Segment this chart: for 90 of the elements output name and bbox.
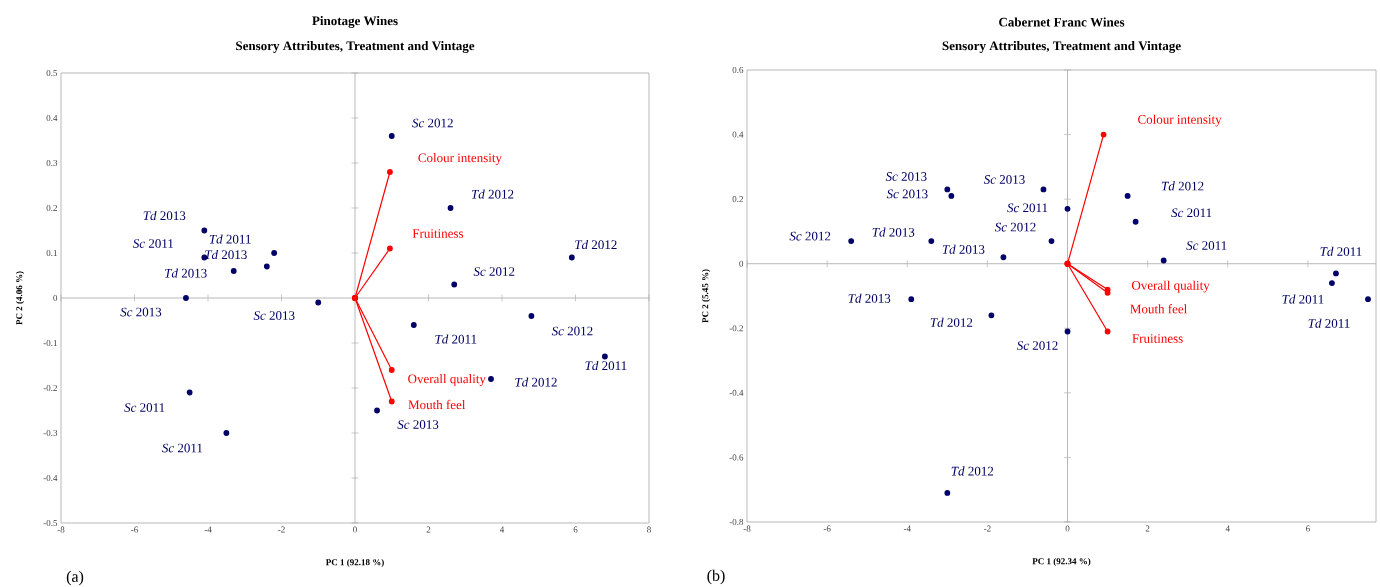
x-tick-label: -4 [204, 526, 212, 533]
x-axis-title: PC 1 (92.18 %) [325, 558, 384, 568]
y-tick-label: -0.1 [43, 339, 57, 347]
x-tick-label: 2 [426, 526, 431, 533]
y-axis-title: PC 2 (4.06 %) [15, 271, 25, 325]
annotation: Td 2013 [205, 249, 247, 260]
annotation: Td 2011 [435, 334, 477, 344]
y-tick-label: 0.5 [46, 69, 58, 77]
annotation: Td 2011 [1308, 318, 1350, 328]
x-axis-title: PC 1 (92.34 %) [1032, 557, 1091, 567]
y-tick-label: -0.5 [43, 519, 58, 527]
annotation: Td 2012 [1161, 181, 1204, 191]
annotation: Sc 2011 [1007, 203, 1048, 213]
annotation: Overall quality [408, 374, 486, 386]
y-tick-label: -0.3 [43, 429, 58, 437]
annotation: Td 2013 [165, 268, 207, 278]
annotation: Mouth feel [1130, 304, 1188, 314]
annotation: Fruitiness [1132, 334, 1183, 343]
y-tick-label: 0.4 [732, 131, 744, 138]
annotation: Td 2012 [515, 377, 557, 387]
y-tick-label: -0.4 [43, 474, 58, 482]
annotation: Td 2011 [1320, 246, 1362, 256]
annotation: Sc 2011 [132, 239, 174, 248]
annotation: Mouth feel [408, 399, 466, 410]
x-tick-label: -2 [278, 526, 285, 533]
annotation: Td 2012 [930, 317, 973, 327]
x-tick-label: -8 [57, 526, 65, 533]
annotation: Sc 2012 [1016, 341, 1058, 350]
x-tick-label: 8 [647, 526, 651, 533]
y-tick-label: 0.2 [46, 204, 57, 212]
y-tick-label: -0.4 [729, 389, 744, 396]
chart-title: Pinotage Wines [312, 16, 398, 28]
x-tick-label: 2 [1145, 525, 1150, 532]
chart-subtitle: Sensory Attributes, Treatment and Vintage [236, 41, 475, 53]
annotation: Sc 2011 [162, 443, 203, 453]
y-tick-label: 0 [739, 260, 744, 267]
annotation: Sc 2011 [124, 403, 165, 412]
annotation: Td 2012 [575, 239, 617, 250]
annotation: Sc 2013 [253, 311, 295, 320]
y-tick-label: -0.6 [729, 454, 744, 461]
annotation: Td 2013 [872, 227, 915, 237]
y-tick-label: 0.1 [46, 249, 57, 257]
text: (b) [707, 569, 725, 585]
annotation: Td 2012 [951, 466, 994, 476]
annotation: Sc 2012 [994, 222, 1036, 232]
annotation: Td 2011 [1282, 294, 1324, 304]
y-axis-title: PC 2 (5.45 %) [701, 269, 711, 323]
x-tick-label: -6 [131, 526, 138, 533]
y-tick-label: -0.2 [43, 384, 57, 392]
y-tick-label: 0.4 [46, 114, 58, 122]
x-tick-label: 4 [499, 526, 505, 533]
annotation: Td 2013 [848, 293, 891, 303]
x-tick-label: 6 [1306, 525, 1310, 532]
y-tick-label: 0.6 [732, 66, 744, 74]
annotation: Sc 2012 [551, 326, 593, 336]
y-tick-label: 0.3 [46, 159, 58, 167]
chart-subtitle: Sensory Attributes, Treatment and Vintage [942, 41, 1181, 53]
annotation: Sc 2013 [120, 307, 162, 317]
y-tick-label: 0.2 [732, 196, 743, 203]
annotation: Colour intensity [418, 153, 502, 165]
y-tick-label: 0 [53, 294, 58, 302]
annotation: Td 2013 [143, 210, 186, 221]
annotation: Sc 2013 [885, 172, 927, 181]
chart-title: Cabernet Franc Wines [999, 17, 1125, 27]
y-tick-label: -0.8 [729, 518, 744, 526]
annotation: Sc 2012 [789, 231, 831, 241]
annotation: Td 2011 [585, 360, 627, 371]
x-tick-label: -2 [983, 525, 991, 532]
annotation: Sc 2013 [983, 175, 1025, 184]
x-tick-label: 0 [1065, 525, 1070, 532]
x-tick-label: -6 [823, 525, 831, 532]
annotation: Sc 2011 [1186, 241, 1227, 250]
annotation: Colour intensity [1138, 114, 1222, 127]
x-tick-label: 4 [1225, 525, 1230, 532]
annotation: Sc 2011 [1171, 208, 1212, 218]
annotation: Sc 2012 [473, 267, 515, 276]
y-tick-label: -0.2 [729, 325, 743, 332]
x-tick-label: -8 [743, 525, 751, 532]
x-tick-label: 0 [353, 526, 357, 533]
annotation: Td 2012 [471, 189, 514, 199]
annotation: Sc 2013 [397, 420, 439, 429]
annotation: Td 2013 [942, 244, 985, 254]
annotation: Td 2011 [209, 234, 251, 244]
text: (a) [66, 570, 84, 586]
annotation: Overall quality [1131, 280, 1210, 293]
annotation: Sc 2012 [412, 118, 453, 128]
annotation: Fruitiness [412, 229, 464, 238]
x-tick-label: -4 [903, 525, 911, 532]
annotation: Sc 2013 [886, 189, 928, 199]
x-tick-label: 6 [573, 526, 578, 533]
